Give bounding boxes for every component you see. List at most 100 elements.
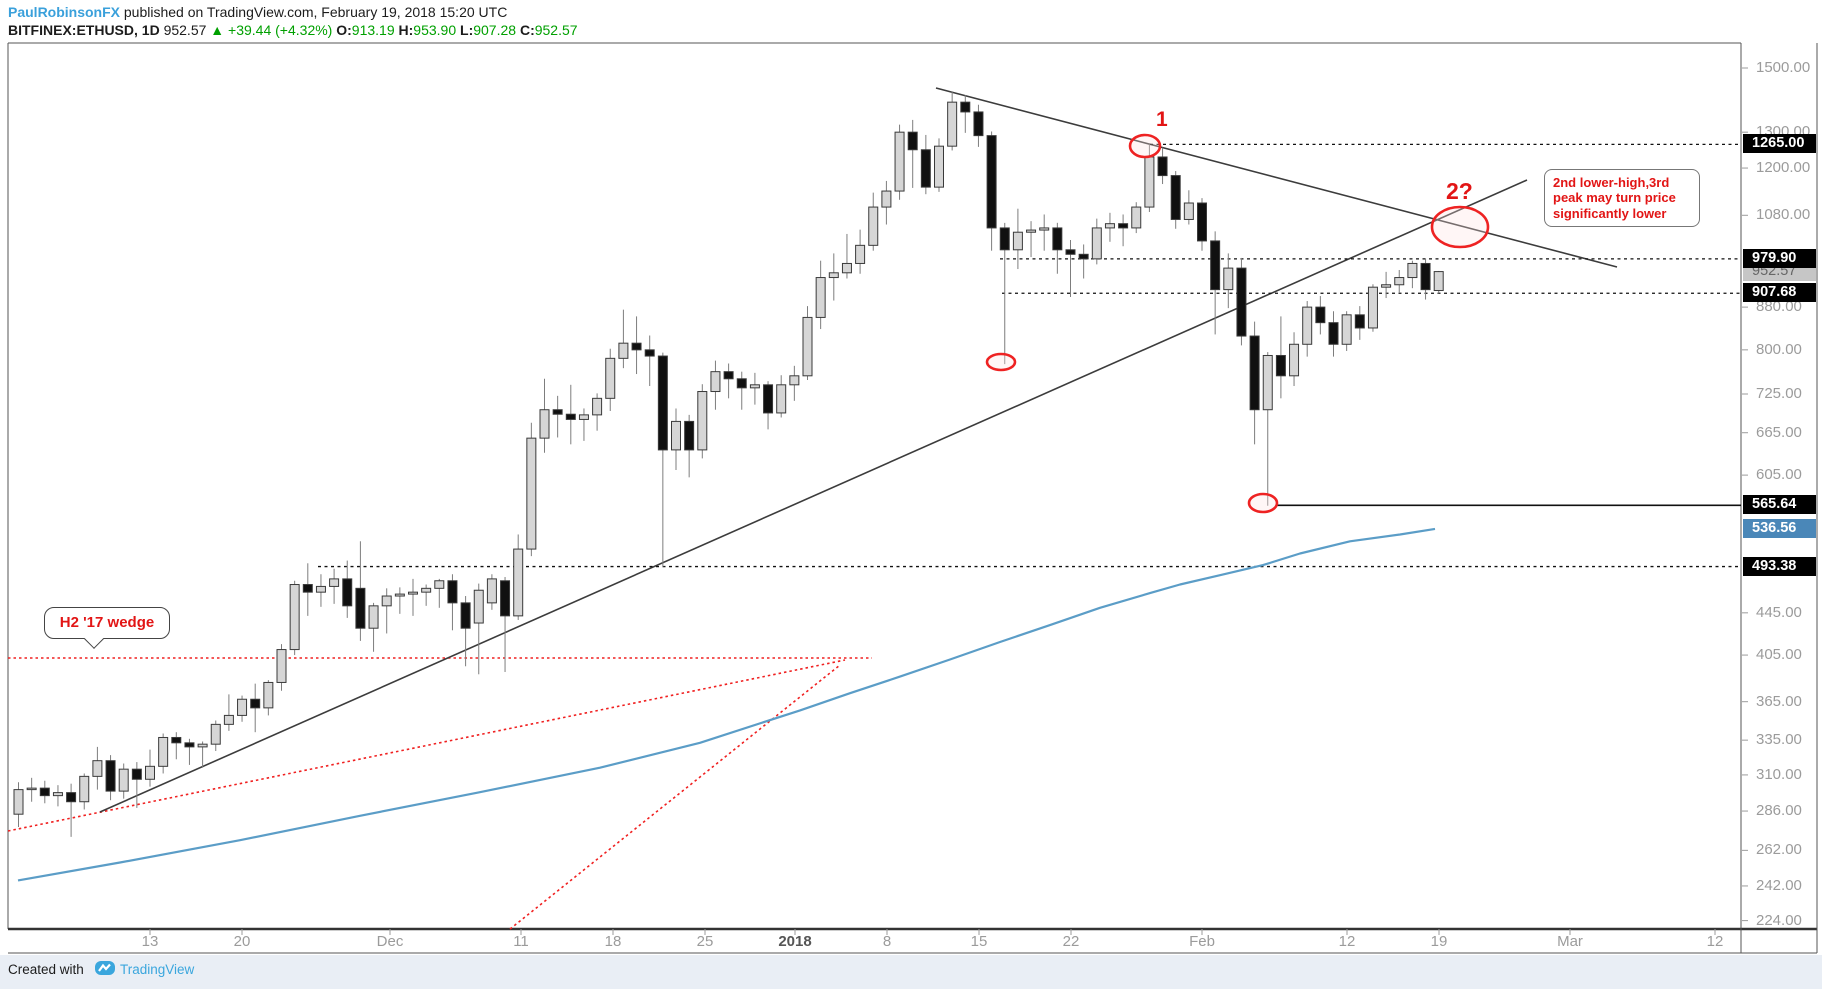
wedge-callout-bubble: H2 '17 wedge (44, 607, 170, 649)
candle (1118, 223, 1129, 229)
symbol-label: BITFINEX:ETHUSD, 1D (8, 22, 160, 38)
candle (1223, 267, 1234, 291)
wedge-mid-line (7, 659, 846, 832)
tradingview-brand-link[interactable]: TradingView (120, 962, 195, 977)
candle (881, 190, 892, 208)
price-tick-label: 224.00 (1756, 911, 1802, 929)
high-label: H: (398, 22, 414, 38)
close-label: C: (519, 22, 535, 38)
candle (960, 101, 971, 113)
price-level-label-black: 1265.00 (1743, 134, 1816, 154)
candle (39, 787, 50, 797)
price-level-label-black: 979.90 (1743, 248, 1816, 268)
low-label: L: (460, 22, 474, 38)
time-tick-label: 18 (604, 933, 622, 950)
time-tick-label: 15 (970, 933, 988, 950)
candle (486, 578, 497, 604)
candle (841, 262, 852, 274)
price-tick-label: 242.00 (1756, 876, 1802, 894)
candle (684, 420, 695, 451)
candle (1012, 231, 1023, 251)
falling-resistance-trendline (935, 87, 1618, 268)
candle (381, 595, 392, 607)
rising-support-trendline (99, 179, 1528, 813)
price-tick-label: 725.00 (1756, 384, 1802, 402)
candle (999, 227, 1010, 251)
open-value: 913.19 (351, 22, 395, 38)
candle (1328, 322, 1339, 345)
candle (79, 775, 90, 803)
low-value: 907.28 (473, 22, 517, 38)
price-tick-label: 1500.00 (1756, 59, 1811, 76)
candle (723, 371, 734, 380)
price-level-label-blue: 536.56 (1743, 518, 1816, 538)
candle (592, 397, 603, 416)
tradingview-logo-icon[interactable] (95, 961, 115, 976)
candle (934, 145, 944, 188)
candle (171, 736, 182, 744)
candle (13, 789, 24, 815)
circle-feb-low (1247, 492, 1279, 514)
candle (1026, 229, 1037, 233)
candle (1420, 262, 1431, 291)
candle (473, 589, 484, 624)
price-tick-label: 880.00 (1756, 298, 1802, 316)
candle (1262, 354, 1273, 411)
candle (421, 587, 432, 593)
candle (789, 375, 800, 386)
time-tick-label: 12 (1706, 933, 1724, 950)
candle (105, 760, 116, 792)
candle (1341, 314, 1352, 345)
candle (302, 584, 313, 593)
candle (736, 378, 747, 389)
candle (947, 101, 958, 147)
candle (210, 723, 221, 745)
candle (368, 605, 379, 629)
price-tick-label: 310.00 (1756, 765, 1802, 783)
candle (1289, 343, 1300, 377)
publish-header: PaulRobinsonFX published on TradingView.… (8, 4, 507, 20)
wedge-callout-text: H2 '17 wedge (59, 614, 155, 631)
candle (1039, 227, 1050, 231)
price-tick-label: 605.00 (1756, 466, 1802, 484)
candle (1433, 271, 1444, 292)
circle-peak-1 (1128, 133, 1162, 159)
candle (526, 437, 537, 550)
candle (749, 384, 760, 389)
candle (263, 681, 274, 709)
candle (1104, 223, 1115, 229)
candle (776, 384, 787, 414)
candle (250, 698, 261, 709)
candle (657, 355, 668, 451)
candle (1197, 202, 1207, 242)
candle (1367, 286, 1378, 329)
time-tick-label: 8 (882, 933, 892, 950)
candle (158, 736, 169, 767)
candle (1170, 175, 1181, 220)
price-tick-label: 800.00 (1756, 340, 1802, 358)
candle (118, 768, 129, 792)
candle (710, 371, 721, 393)
candle (394, 593, 405, 597)
price-level-label-black: 565.64 (1743, 495, 1816, 515)
annotation-label-1: 1 (1156, 108, 1168, 131)
candle (1091, 227, 1102, 260)
time-tick-label: 12 (1338, 933, 1356, 950)
created-with-text: Created with (8, 962, 84, 977)
time-tick-label: Feb (1189, 933, 1215, 950)
candle (605, 357, 616, 399)
open-label: O: (336, 22, 352, 38)
candle (552, 409, 563, 415)
candle (1354, 314, 1365, 329)
candle (276, 649, 287, 683)
author-link[interactable]: PaulRobinsonFX (8, 4, 120, 20)
time-tick-label: Dec (376, 933, 404, 950)
time-tick-label: Mar (1557, 933, 1583, 950)
up-arrow-icon: ▲ (210, 22, 225, 38)
candle (868, 206, 879, 246)
candle (539, 409, 550, 439)
price-level-label-black: 493.38 (1743, 556, 1816, 576)
candle (1210, 240, 1221, 291)
candle (447, 580, 458, 604)
